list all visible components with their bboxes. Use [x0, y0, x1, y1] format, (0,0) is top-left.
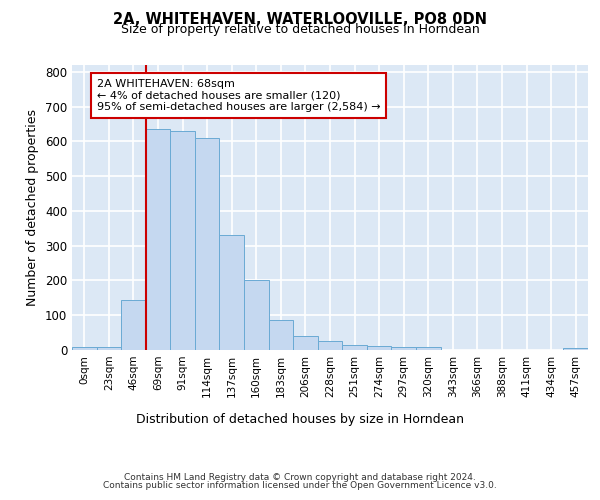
- Bar: [416, 347, 440, 350]
- Text: Size of property relative to detached houses in Horndean: Size of property relative to detached ho…: [121, 22, 479, 36]
- Bar: [244, 280, 269, 350]
- Bar: [342, 346, 367, 350]
- Bar: [563, 348, 588, 350]
- Bar: [220, 236, 244, 350]
- Bar: [195, 138, 220, 350]
- Bar: [72, 347, 97, 350]
- Text: 2A WHITEHAVEN: 68sqm
← 4% of detached houses are smaller (120)
95% of semi-detac: 2A WHITEHAVEN: 68sqm ← 4% of detached ho…: [97, 79, 380, 112]
- Bar: [97, 346, 121, 350]
- Bar: [121, 300, 146, 350]
- Bar: [318, 342, 342, 350]
- Text: Contains public sector information licensed under the Open Government Licence v3: Contains public sector information licen…: [103, 481, 497, 490]
- Bar: [391, 346, 416, 350]
- Y-axis label: Number of detached properties: Number of detached properties: [26, 109, 40, 306]
- Text: Contains HM Land Registry data © Crown copyright and database right 2024.: Contains HM Land Registry data © Crown c…: [124, 472, 476, 482]
- Text: Distribution of detached houses by size in Horndean: Distribution of detached houses by size …: [136, 412, 464, 426]
- Bar: [293, 336, 318, 350]
- Bar: [269, 320, 293, 350]
- Bar: [170, 131, 195, 350]
- Bar: [367, 346, 391, 350]
- Text: 2A, WHITEHAVEN, WATERLOOVILLE, PO8 0DN: 2A, WHITEHAVEN, WATERLOOVILLE, PO8 0DN: [113, 12, 487, 28]
- Bar: [146, 128, 170, 350]
